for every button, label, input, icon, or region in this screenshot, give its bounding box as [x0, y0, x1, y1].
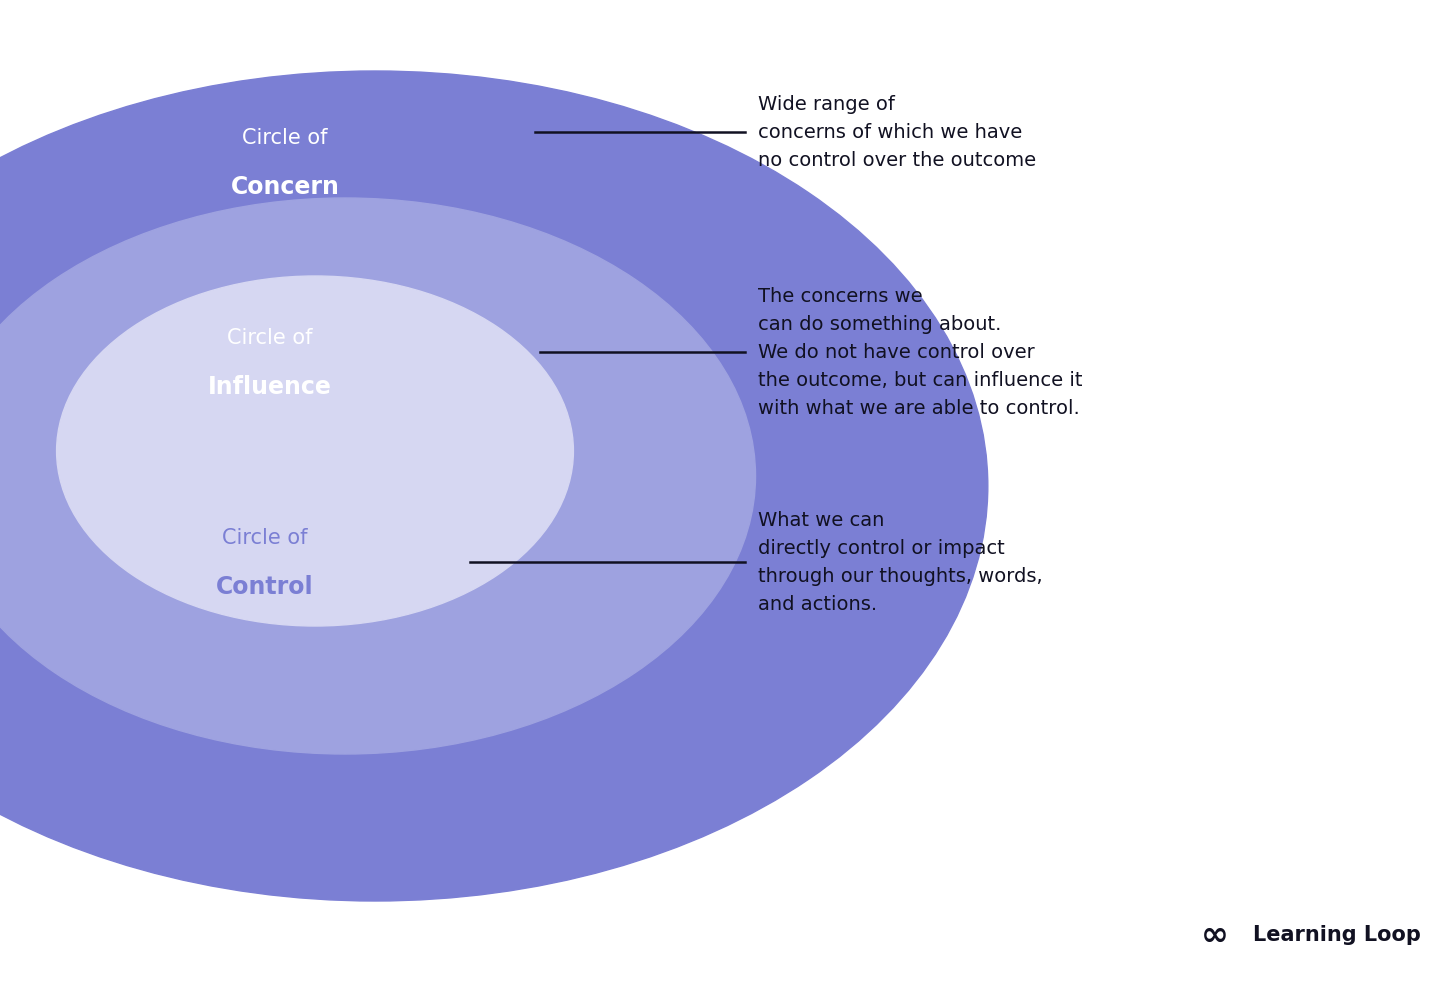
Text: Circle of: Circle of	[242, 128, 328, 148]
Text: What we can
directly control or impact
through our thoughts, words,
and actions.: What we can directly control or impact t…	[759, 511, 1042, 613]
Text: ∞: ∞	[1201, 919, 1229, 951]
Text: Influence: Influence	[208, 375, 332, 399]
Ellipse shape	[0, 71, 987, 901]
Ellipse shape	[0, 198, 756, 754]
Text: Circle of: Circle of	[223, 528, 307, 548]
Text: Control: Control	[215, 575, 314, 599]
Text: Concern: Concern	[230, 175, 339, 199]
Text: Circle of: Circle of	[227, 328, 313, 348]
Ellipse shape	[57, 276, 574, 626]
Text: Learning Loop: Learning Loop	[1254, 925, 1421, 945]
Text: The concerns we
can do something about.
We do not have control over
the outcome,: The concerns we can do something about. …	[759, 287, 1082, 417]
Text: Wide range of
concerns of which we have
no control over the outcome: Wide range of concerns of which we have …	[759, 95, 1037, 170]
